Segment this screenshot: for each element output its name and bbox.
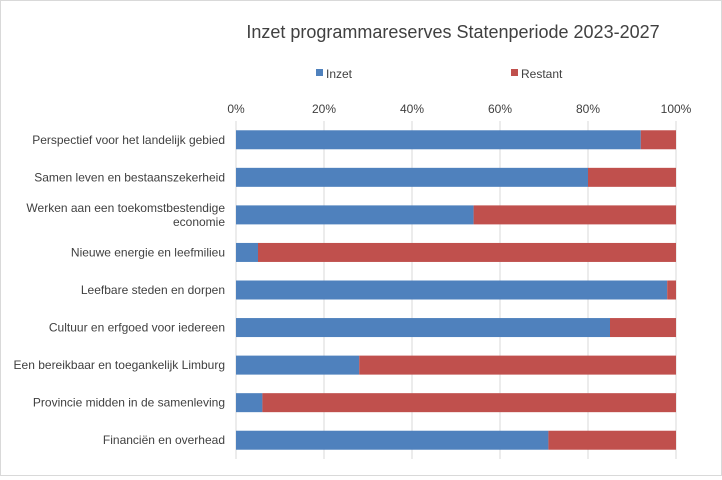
bar-restant xyxy=(640,130,676,150)
bar-restant xyxy=(473,205,676,225)
category-label: Werken aan een toekomstbestendige economi… xyxy=(26,201,225,229)
bar-inzet xyxy=(236,355,360,375)
legend: Inzet Restant xyxy=(316,67,563,81)
legend-label: Inzet xyxy=(326,67,353,81)
legend-swatch xyxy=(511,69,518,76)
bar-restant xyxy=(258,242,676,262)
bar-inzet xyxy=(236,130,641,150)
category-labels: Perspectief voor het landelijk gebied Sam… xyxy=(14,133,226,447)
category-label: Nieuwe energie en leefmilieu xyxy=(71,245,225,259)
legend-swatch xyxy=(316,69,323,76)
bar-restant xyxy=(262,393,676,413)
bar-inzet xyxy=(236,205,474,225)
bar-inzet xyxy=(236,242,258,262)
category-label: Een bereikbaar en toegankelijk Limburg xyxy=(14,358,225,372)
x-tick-label: 60% xyxy=(488,102,512,116)
category-label: Leefbare steden en dorpen xyxy=(81,283,225,297)
category-label: Cultuur en erfgoed voor iedereen xyxy=(49,321,225,335)
x-tick-label: 100% xyxy=(661,102,692,116)
bar-inzet xyxy=(236,430,549,450)
category-label: Provincie midden in de samenleving xyxy=(33,396,225,410)
bar-inzet xyxy=(236,167,588,187)
bar-inzet xyxy=(236,393,263,413)
x-tick-label: 80% xyxy=(576,102,600,116)
legend-label: Restant xyxy=(521,67,563,81)
category-label: Perspectief voor het landelijk gebied xyxy=(32,133,225,147)
bar-restant xyxy=(548,430,676,450)
bar-restant xyxy=(359,355,676,375)
bar-restant xyxy=(667,280,676,300)
category-label: Samen leven en bestaanszekerheid xyxy=(34,170,225,184)
bar-inzet xyxy=(236,280,668,300)
x-tick-label: 0% xyxy=(227,102,245,116)
x-tick-label: 20% xyxy=(312,102,336,116)
x-axis-ticks: 0% 20% 40% 60% 80% 100% xyxy=(227,102,691,116)
chart-title: Inzet programmareserves Statenperiode 20… xyxy=(246,22,659,42)
category-label: Financiën en overhead xyxy=(103,433,225,447)
bar-restant xyxy=(588,167,676,187)
bars xyxy=(236,130,676,450)
bar-inzet xyxy=(236,318,610,338)
bar-restant xyxy=(610,318,676,338)
x-tick-label: 40% xyxy=(400,102,424,116)
